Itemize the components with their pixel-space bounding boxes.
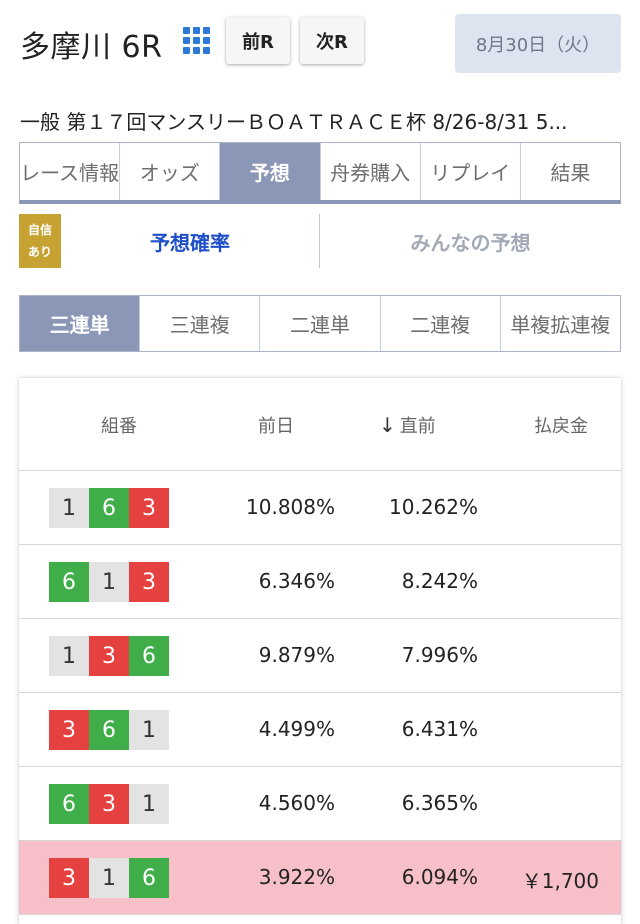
header-just-before[interactable]: ↓ 直前: [379, 412, 436, 438]
just-before-probability: 8.242%: [401, 569, 478, 593]
tab-odds[interactable]: オッズ: [120, 143, 221, 200]
boat-number-badge: 6: [49, 784, 89, 824]
main-tabs: レース情報 オッズ 予想 舟券購入 リプレイ 結果: [19, 142, 621, 204]
just-before-probability: 6.365%: [401, 791, 478, 815]
bet-tab-quinella[interactable]: 二連複: [381, 296, 501, 351]
grid-icon[interactable]: [183, 27, 212, 54]
bet-tab-win-place-wide[interactable]: 単複拡連複: [510, 313, 611, 337]
table-row[interactable]: 6 1 3 6.346% 8.242%: [19, 545, 621, 619]
boat-number-badge: 6: [89, 710, 129, 750]
subtab-everyone-prediction[interactable]: みんなの予想: [410, 230, 531, 255]
boat-number-badge: 3: [129, 562, 169, 602]
boat-number-badge: 3: [89, 636, 129, 676]
bet-tab-trio[interactable]: 三連複: [140, 296, 261, 351]
boat-number-badge: 1: [89, 858, 129, 898]
header-combination: 組番: [101, 416, 137, 437]
tab-buy-tickets[interactable]: 舟券購入: [321, 143, 421, 200]
subtab-prediction-probability[interactable]: 予想確率: [61, 214, 320, 268]
tab-prediction[interactable]: 予想: [220, 143, 321, 200]
boat-number-badge: 6: [89, 488, 129, 528]
boat-number-badge: 3: [129, 488, 169, 528]
badge-line-1: 自信: [27, 223, 52, 237]
bet-tab-exacta[interactable]: 二連単: [260, 296, 381, 351]
prev-race-button[interactable]: 前R: [226, 17, 290, 64]
boat-number-badge: 6: [129, 858, 169, 898]
badge-line-2: あり: [27, 245, 52, 259]
table-header: 組番 前日 ↓ 直前 払戻金: [19, 378, 621, 471]
boat-number-badge: 1: [129, 710, 169, 750]
previous-day-probability: 6.346%: [258, 569, 335, 593]
just-before-probability: 10.262%: [389, 495, 478, 519]
confidence-badge: 自信 あり: [19, 214, 61, 268]
boat-number-badge: 6: [49, 562, 89, 602]
next-race-button[interactable]: 次R: [300, 17, 364, 64]
bet-tab-trifecta[interactable]: 三連単: [20, 296, 141, 351]
sort-down-arrow-icon: ↓: [379, 413, 396, 437]
boat-number-badge: 1: [89, 562, 129, 602]
boat-number-badge: 1: [49, 636, 89, 676]
header-payout: 払戻金: [534, 416, 588, 437]
previous-day-probability: 9.879%: [258, 643, 335, 667]
venue-title: 多摩川 6R: [20, 30, 163, 65]
header-previous-day[interactable]: 前日: [258, 416, 294, 437]
boat-number-badge: 3: [49, 858, 89, 898]
table-row[interactable]: 6 3 1 4.560% 6.365%: [19, 767, 621, 841]
previous-day-probability: 4.560%: [258, 791, 335, 815]
boat-number-badge: 3: [49, 710, 89, 750]
table-row[interactable]: 3 6 1 4.499% 6.431%: [19, 693, 621, 767]
bet-type-tabs: 三連単 三連複 二連単 二連複 単複拡連複: [19, 295, 621, 352]
previous-day-probability: 3.922%: [258, 865, 335, 889]
header-just-before-label: 直前: [399, 416, 436, 437]
tab-replay[interactable]: リプレイ: [421, 143, 521, 200]
payout-amount: ￥1,700: [521, 869, 599, 893]
probability-table: 組番 前日 ↓ 直前 払戻金 1 6 3 10.808% 10.262% 6 1 3 6.346%…: [19, 378, 621, 924]
previous-day-probability: 10.808%: [246, 495, 335, 519]
boat-number-badge: 1: [129, 784, 169, 824]
race-title: 一般 第１７回マンスリーＢＯＡＴＲＡＣＥ杯 8/26-8/31 5...: [20, 110, 568, 134]
tab-race-info[interactable]: レース情報: [20, 143, 121, 200]
table-row[interactable]: 1 6 3 10.808% 10.262%: [19, 471, 621, 545]
prediction-subtabs: 自信 あり 予想確率 みんなの予想: [19, 214, 621, 268]
tab-results[interactable]: 結果: [550, 161, 591, 185]
boat-number-badge: 3: [89, 784, 129, 824]
table-row[interactable]: 3 1 6 3.922% 6.094% ￥1,700: [19, 841, 621, 915]
previous-day-probability: 4.499%: [258, 717, 335, 741]
boat-number-badge: 6: [129, 636, 169, 676]
just-before-probability: 6.094%: [401, 865, 478, 889]
just-before-probability: 6.431%: [401, 717, 478, 741]
date-selector[interactable]: 8月30日（火）: [455, 14, 621, 73]
table-row[interactable]: 1 3 6 9.879% 7.996%: [19, 619, 621, 693]
boat-number-badge: 1: [49, 488, 89, 528]
just-before-probability: 7.996%: [401, 643, 478, 667]
